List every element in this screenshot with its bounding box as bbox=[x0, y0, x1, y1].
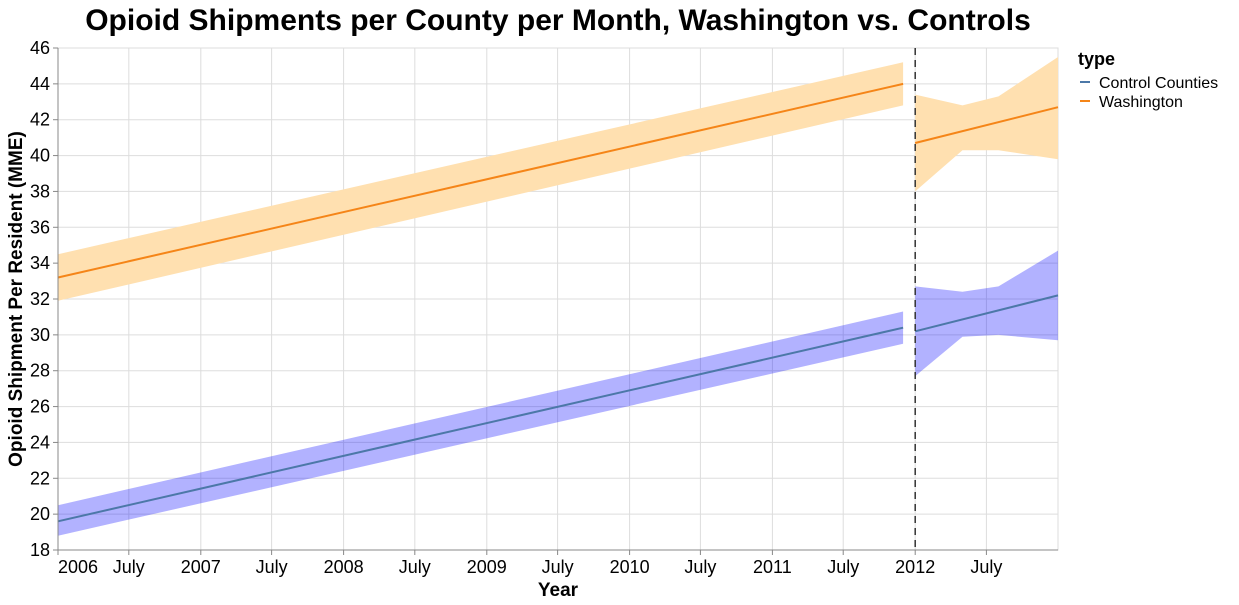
x-tick-label: 2011 bbox=[753, 557, 792, 577]
x-tick-label: 2008 bbox=[324, 557, 364, 577]
y-tick-label: 34 bbox=[30, 253, 50, 273]
x-tick-label: July bbox=[827, 557, 859, 577]
x-tick-label: July bbox=[970, 557, 1002, 577]
y-tick-label: 20 bbox=[30, 504, 50, 524]
x-tick-label: 2007 bbox=[181, 557, 221, 577]
trend-lines bbox=[57, 82, 1059, 523]
y-tick-label: 22 bbox=[30, 468, 50, 488]
control-counties-line-1 bbox=[57, 326, 904, 523]
y-tick-label: 38 bbox=[30, 181, 50, 201]
y-tick-label: 24 bbox=[30, 432, 50, 452]
y-tick-label: 46 bbox=[30, 38, 50, 58]
x-tick-label: July bbox=[256, 557, 288, 577]
x-axis-title: Year bbox=[538, 580, 579, 601]
y-tick-label: 32 bbox=[30, 289, 50, 309]
x-tick-label: 2012 bbox=[895, 557, 935, 577]
x-tick-label: 2006 bbox=[58, 557, 98, 577]
y-tick-label: 42 bbox=[30, 110, 50, 130]
washington-line-2 bbox=[914, 106, 1059, 144]
x-tick-label: July bbox=[684, 557, 716, 577]
chart-title: Opioid Shipments per County per Month, W… bbox=[85, 4, 1031, 37]
legend-label-control-counties: Control Counties bbox=[1099, 75, 1218, 92]
y-tick-label: 44 bbox=[30, 74, 50, 94]
y-tick-label: 18 bbox=[30, 540, 50, 560]
x-tick-label: July bbox=[399, 557, 431, 577]
axes: 18 20 22 24 26 28 30 32 34 36 38 40 42 44 46 2006 July 20… bbox=[30, 38, 1058, 577]
legend: type Control Counties Washington bbox=[1078, 49, 1218, 111]
y-tick-label: 28 bbox=[30, 361, 50, 381]
legend-label-washington: Washington bbox=[1099, 94, 1183, 111]
y-tick-label: 40 bbox=[30, 146, 50, 166]
y-tick-label: 30 bbox=[30, 325, 50, 345]
y-axis-title: Opioid Shipment Per Resident (MME) bbox=[6, 131, 27, 467]
washington-line-1 bbox=[57, 82, 904, 279]
y-tick-label: 26 bbox=[30, 397, 50, 417]
x-tick-label: July bbox=[113, 557, 145, 577]
x-tick-label: 2009 bbox=[467, 557, 507, 577]
x-tick-label: 2010 bbox=[610, 557, 650, 577]
legend-title: type bbox=[1078, 49, 1115, 69]
x-tick-label: July bbox=[542, 557, 574, 577]
control-counties-line-2 bbox=[914, 294, 1059, 333]
y-tick-label: 36 bbox=[30, 217, 50, 237]
